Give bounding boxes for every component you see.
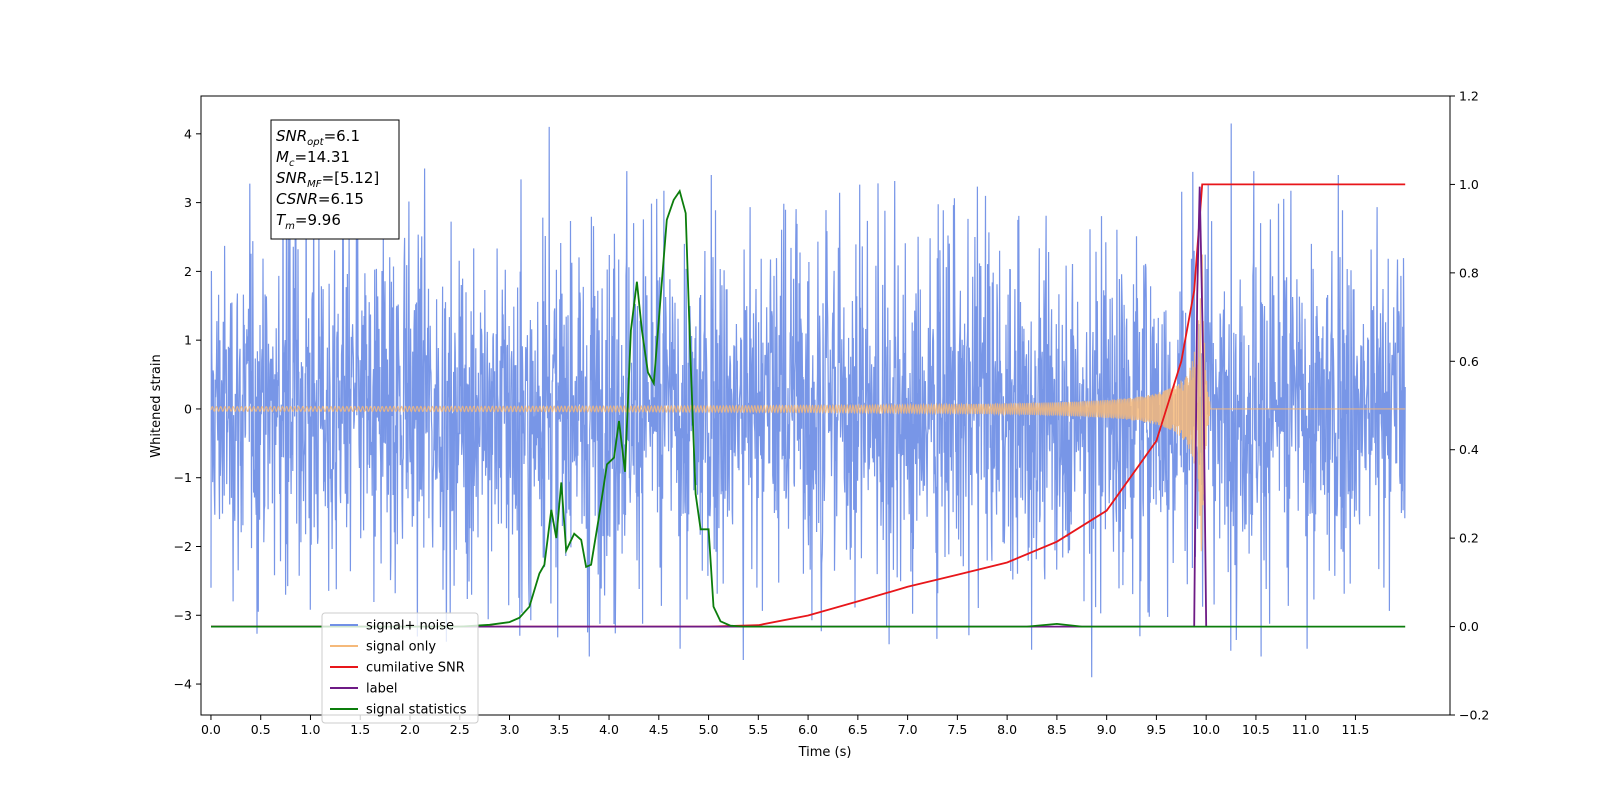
x-tick-label: 5.0 bbox=[699, 722, 719, 737]
x-tick-label: 8.0 bbox=[997, 722, 1017, 737]
x-tick-label: 10.5 bbox=[1242, 722, 1270, 737]
x-tick-label: 9.5 bbox=[1146, 722, 1166, 737]
annotation-line: SNRopt=6.1 bbox=[276, 127, 360, 148]
x-tick-label: 11.5 bbox=[1342, 722, 1370, 737]
x-tick-label: 2.0 bbox=[400, 722, 420, 737]
series-signal-noise-line bbox=[210, 123, 1406, 678]
y-tick-label: 2 bbox=[184, 264, 192, 279]
series-signal-only-line bbox=[210, 254, 1406, 552]
series-signal-statistics-line bbox=[211, 188, 1406, 628]
legend-label: signal statistics bbox=[366, 703, 467, 718]
y2-tick-label: 1.2 bbox=[1459, 89, 1479, 104]
x-tick-label: 5.5 bbox=[748, 722, 768, 737]
legend: signal+ noise signal only cumilative SNR la… bbox=[321, 612, 479, 724]
y-axis-label: Whitened strain bbox=[149, 354, 164, 457]
x-tick-label: 4.5 bbox=[649, 722, 669, 737]
annotation-subscript: c bbox=[289, 158, 295, 169]
series-layer bbox=[210, 123, 1406, 678]
x-tick-label: 1.0 bbox=[301, 722, 321, 737]
series-cumilative-snr-line bbox=[211, 183, 1406, 628]
y2-tick-label: 0.8 bbox=[1459, 265, 1479, 280]
annotation-symbol: CSNR bbox=[276, 190, 318, 208]
annotation-frame bbox=[270, 119, 400, 240]
legend-label: signal only bbox=[366, 640, 436, 655]
y-tick-label: 3 bbox=[184, 195, 192, 210]
y2-tick-label: 1.0 bbox=[1459, 177, 1479, 192]
annotation-value: =6.1 bbox=[324, 127, 360, 145]
annotation-box: SNRopt=6.1Mc=14.31SNRMF=[5.12]CSNR=6.15T… bbox=[270, 119, 400, 240]
annotation-value: =6.15 bbox=[318, 190, 364, 208]
annotation-line: Mc=14.31 bbox=[276, 148, 350, 169]
x-tick-label: 0.0 bbox=[201, 722, 221, 737]
legend-label: label bbox=[366, 682, 397, 697]
x-tick-label: 2.5 bbox=[450, 722, 470, 737]
legend-label: signal+ noise bbox=[366, 619, 454, 634]
x-tick-label: 9.0 bbox=[1097, 722, 1117, 737]
annotation-value: =[5.12] bbox=[322, 169, 380, 187]
annotation-symbol: SNR bbox=[276, 169, 307, 187]
x-tick-label: 0.5 bbox=[251, 722, 271, 737]
y2-tick-label: −0.2 bbox=[1459, 708, 1489, 723]
y-tick-label: 4 bbox=[184, 126, 192, 141]
y-axis-right: −0.2 0.0 0.2 0.4 0.6 0.8 1.0 1.2 bbox=[1450, 89, 1489, 723]
legend-frame bbox=[321, 612, 479, 724]
annotation-line: Tm=9.96 bbox=[276, 211, 341, 232]
plot-frame bbox=[200, 95, 1451, 716]
x-tick-label: 3.5 bbox=[549, 722, 569, 737]
annotation-line: SNRMF=[5.12] bbox=[276, 169, 379, 190]
x-axis-label: Time (s) bbox=[798, 745, 852, 760]
x-tick-label: 7.5 bbox=[947, 722, 967, 737]
annotation-subscript: opt bbox=[307, 137, 324, 148]
y-tick-label: −4 bbox=[174, 677, 192, 692]
y2-tick-label: 0.0 bbox=[1459, 619, 1479, 634]
annotation-subscript: MF bbox=[307, 179, 322, 190]
annotation-symbol: T bbox=[276, 211, 287, 229]
y-tick-label: −3 bbox=[174, 608, 192, 623]
x-tick-label: 1.5 bbox=[350, 722, 370, 737]
x-tick-label: 6.0 bbox=[798, 722, 818, 737]
x-tick-label: 4.0 bbox=[599, 722, 619, 737]
y2-tick-label: 0.2 bbox=[1459, 531, 1479, 546]
y2-tick-label: 0.6 bbox=[1459, 354, 1479, 369]
annotation-value: =14.31 bbox=[294, 148, 350, 166]
annotation-subscript: m bbox=[285, 221, 295, 232]
x-tick-label: 3.0 bbox=[500, 722, 520, 737]
x-tick-label: 10.0 bbox=[1192, 722, 1220, 737]
y-tick-label: −2 bbox=[174, 539, 192, 554]
y-axis-left: −4 −3 −2 −1 0 1 2 3 4 bbox=[174, 126, 201, 692]
y-tick-label: −1 bbox=[174, 470, 192, 485]
annotation-line: CSNR=6.15 bbox=[276, 190, 364, 208]
y-tick-label: 0 bbox=[184, 401, 192, 416]
annotation-symbol: SNR bbox=[276, 127, 307, 145]
x-tick-label: 8.5 bbox=[1047, 722, 1067, 737]
annotation-value: =9.96 bbox=[295, 211, 341, 229]
x-tick-label: 7.0 bbox=[898, 722, 918, 737]
x-tick-label: 6.5 bbox=[848, 722, 868, 737]
x-tick-label: 11.0 bbox=[1292, 722, 1320, 737]
y-tick-label: 1 bbox=[184, 333, 192, 348]
annotation-symbol: M bbox=[276, 148, 289, 166]
legend-label: cumilative SNR bbox=[366, 661, 465, 676]
x-axis: 0.0 0.5 1.0 1.5 2.0 2.5 3.0 3.5 4.0 4.5 5.0 5.5 6.0 6… bbox=[201, 715, 1369, 737]
y2-tick-label: 0.4 bbox=[1459, 442, 1479, 457]
